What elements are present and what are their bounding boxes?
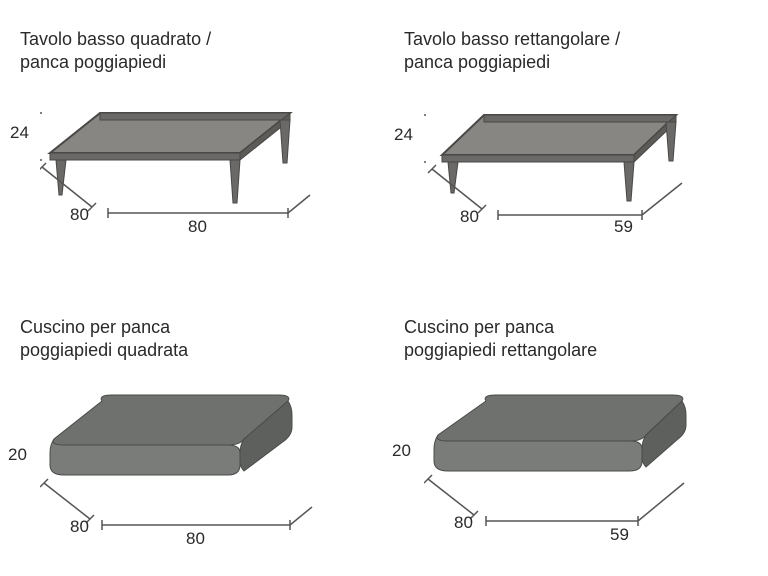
title-square-cushion: Cuscino per panca poggiapiedi quadrata (20, 316, 364, 363)
dim-depth: 80 (70, 205, 89, 225)
title-line1: Cuscino per panca (20, 317, 170, 337)
dim-width: 59 (610, 525, 629, 545)
dim-height: 20 (8, 445, 27, 465)
product-dimensions-grid: Tavolo basso quadrato / panca poggiapied… (0, 0, 768, 576)
dim-width: 59 (614, 217, 633, 237)
dim-height: 20 (392, 441, 411, 461)
drawing-square-cushion: 20 80 80 (40, 383, 340, 543)
title-line2: poggiapiedi quadrata (20, 340, 188, 360)
dim-width: 80 (186, 529, 205, 549)
dim-height: 24 (10, 123, 29, 143)
title-line1: Tavolo basso rettangolare / (404, 29, 620, 49)
drawing-rect-table: 24 80 59 (424, 95, 724, 245)
dim-depth: 80 (70, 517, 89, 537)
title-rect-cushion: Cuscino per panca poggiapiedi rettangola… (404, 316, 748, 363)
title-line1: Cuscino per panca (404, 317, 554, 337)
dim-height: 24 (394, 125, 413, 145)
drawing-rect-cushion: 20 80 59 (424, 383, 724, 543)
cell-rect-table: Tavolo basso rettangolare / panca poggia… (384, 0, 768, 288)
title-square-table: Tavolo basso quadrato / panca poggiapied… (20, 28, 364, 75)
cell-rect-cushion: Cuscino per panca poggiapiedi rettangola… (384, 288, 768, 576)
title-rect-table: Tavolo basso rettangolare / panca poggia… (404, 28, 748, 75)
dim-depth: 80 (454, 513, 473, 533)
title-line2: panca poggiapiedi (20, 52, 166, 72)
drawing-square-table: 24 80 80 (40, 95, 340, 245)
title-line2: panca poggiapiedi (404, 52, 550, 72)
cell-square-table: Tavolo basso quadrato / panca poggiapied… (0, 0, 384, 288)
title-line1: Tavolo basso quadrato / (20, 29, 211, 49)
cell-square-cushion: Cuscino per panca poggiapiedi quadrata (0, 288, 384, 576)
dim-depth: 80 (460, 207, 479, 227)
dim-width: 80 (188, 217, 207, 237)
title-line2: poggiapiedi rettangolare (404, 340, 597, 360)
